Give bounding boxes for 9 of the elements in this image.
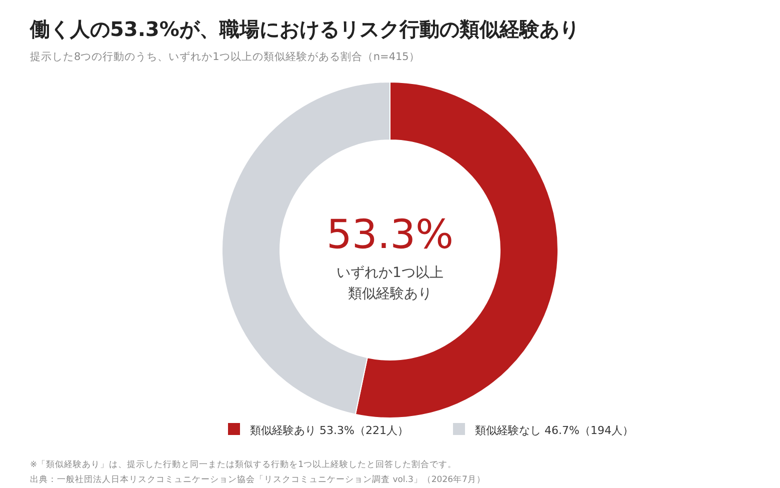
legend-label: 類似経験あり 53.3%（221人） [250, 424, 408, 437]
text: いずれか1つ以上 [336, 265, 444, 281]
chart-title: 働く人の53.3%が、職場におけるリスク行動の類似経験あり [29, 17, 580, 41]
text: 類似経験あり [348, 286, 432, 302]
chart-subtitle: 提示した8つの行動のうち、いずれか1つ以上の類似経験がある割合（n=415） [30, 50, 420, 63]
source-note: 出典：一般社団法人日本リスクコミュニケーション協会「リスクコミュニケーション調査 vol.3」（2026年7月） [30, 474, 486, 485]
text: 53.3% [326, 212, 454, 258]
text: ※「類似経験あり」は、提示した行動と同一または類似する行動を1つ以上経験したと回答した割合です。 [30, 459, 457, 470]
legend-label: 類似経験なし 46.7%（194人） [475, 424, 634, 437]
